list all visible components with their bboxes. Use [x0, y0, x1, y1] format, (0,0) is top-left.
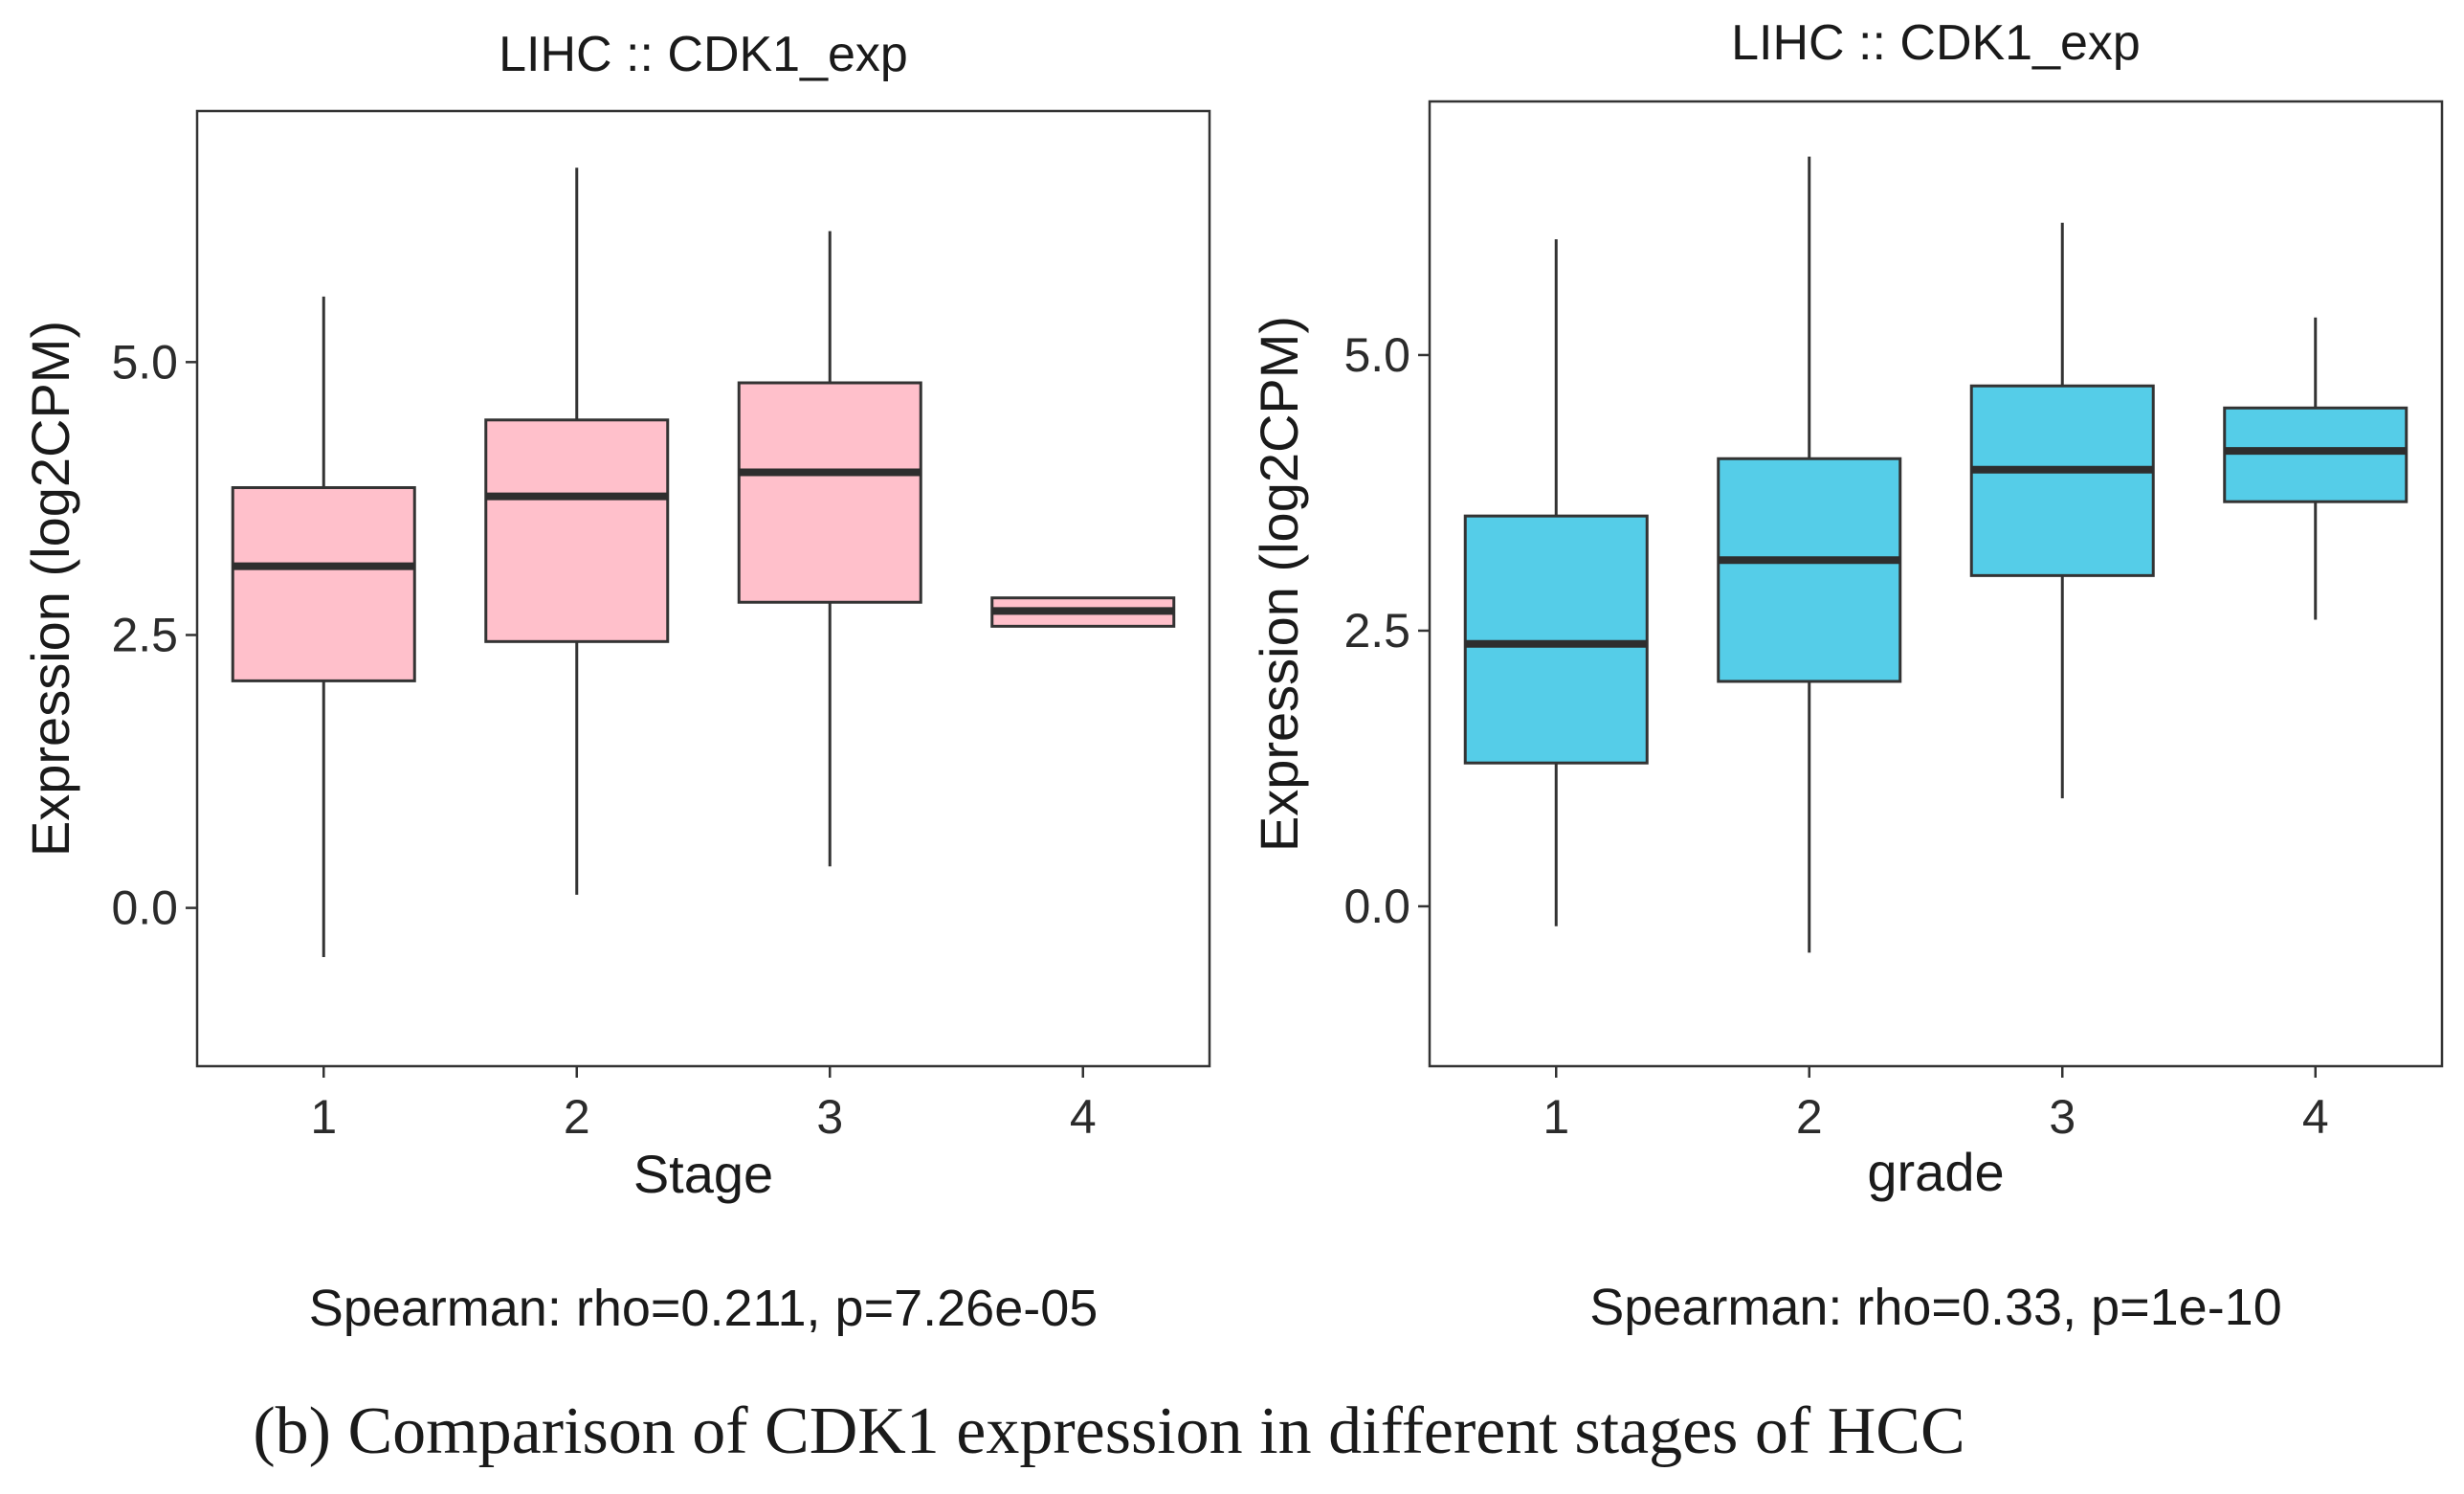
x-tick-label: 3: [816, 1090, 843, 1144]
chart-title: LIHC :: CDK1_exp: [499, 27, 908, 82]
box-iqr: [737, 381, 922, 604]
box-group-1: [231, 296, 416, 957]
y-axis-label: Expression (log2CPM): [1249, 316, 1309, 852]
box-group-3: [737, 231, 922, 867]
chart-title: LIHC :: CDK1_exp: [1731, 15, 2141, 71]
x-axis-label: Stage: [633, 1144, 773, 1204]
y-axis-label: Expression (log2CPM): [20, 321, 80, 857]
box-group-3: [1969, 222, 2155, 799]
y-tick-label: 5.0: [111, 335, 178, 389]
box-group-2: [1717, 156, 1902, 953]
box-iqr: [1717, 457, 1902, 683]
plot-frame: [1428, 100, 2444, 1068]
x-tick-label: 4: [2302, 1090, 2329, 1144]
y-tick-label: 2.5: [1343, 604, 1410, 658]
x-tick-label: 3: [2049, 1090, 2076, 1144]
x-tick-label: 2: [564, 1090, 590, 1144]
box-iqr: [1969, 384, 2155, 577]
plot-frame: [195, 109, 1211, 1068]
stat-text: Spearman: rho=0.33, p=1e-10: [1589, 1279, 2282, 1336]
box-group-2: [484, 167, 670, 895]
x-tick-label: 1: [1543, 1090, 1569, 1144]
box-group-1: [1463, 239, 1649, 926]
box-group-4: [990, 596, 1176, 628]
x-axis-label: grade: [1867, 1142, 2004, 1202]
y-tick-label: 0.0: [111, 881, 178, 935]
x-tick-label: 4: [1070, 1090, 1097, 1144]
box-iqr: [1463, 514, 1649, 765]
x-tick-label: 2: [1796, 1090, 1823, 1144]
y-tick-label: 0.0: [1343, 880, 1410, 933]
figure-caption: (b) Comparison of CDK1 expression in dif…: [253, 1394, 1965, 1468]
box-group-4: [2223, 317, 2409, 620]
x-tick-label: 1: [310, 1090, 337, 1144]
stat-text: Spearman: rho=0.211, p=7.26e-05: [309, 1280, 1099, 1337]
box-iqr: [231, 485, 416, 682]
y-tick-label: 5.0: [1343, 328, 1410, 382]
box-iqr: [484, 418, 670, 643]
y-tick-label: 2.5: [111, 608, 178, 661]
box-iqr: [2223, 406, 2409, 503]
